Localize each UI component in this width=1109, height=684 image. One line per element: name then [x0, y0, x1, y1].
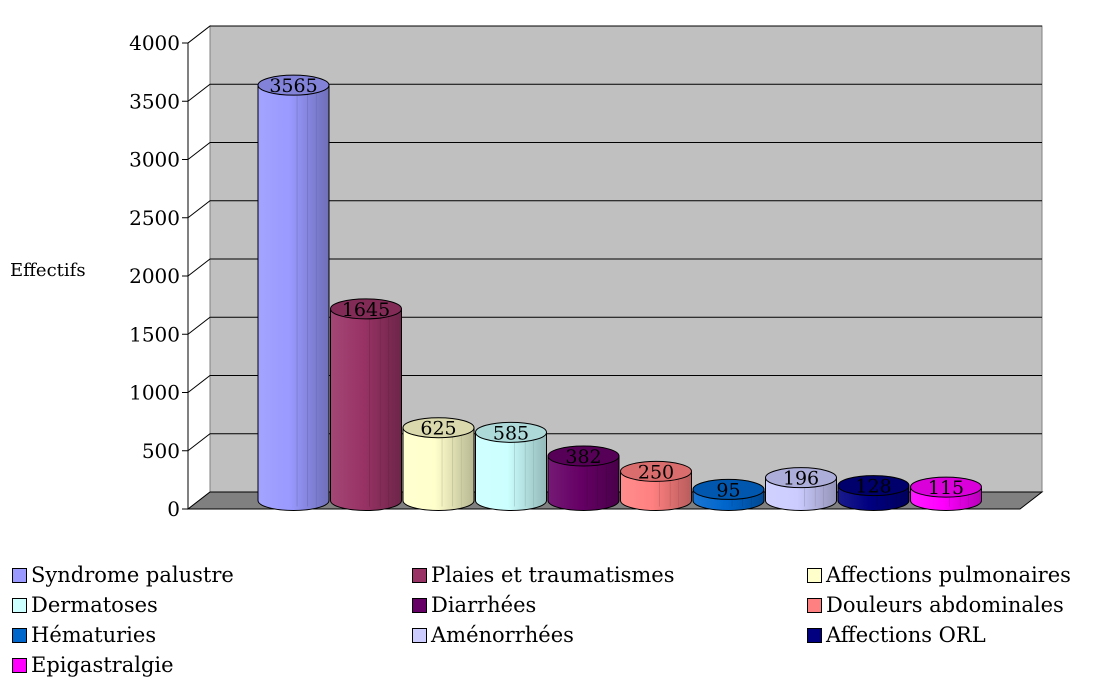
gridline: [187, 316, 1042, 335]
data-label: 585: [493, 422, 529, 444]
gridlines: [187, 25, 1042, 452]
bar-top: [837, 475, 910, 497]
bar: [910, 476, 982, 511]
legend-label: Affections ORL: [826, 623, 986, 647]
bar: [257, 74, 330, 511]
legend-item: Plaies et traumatismes: [412, 560, 675, 590]
bar-top: [257, 74, 330, 96]
bar-top: [402, 417, 475, 439]
y-tick-label: 3500: [129, 89, 180, 113]
legend-label: Syndrome palustre: [31, 563, 234, 587]
data-label: 196: [783, 468, 819, 490]
data-labels: 3565 1645 625 585 382 250 95 196 128 115: [269, 75, 964, 501]
bar-body: [475, 431, 547, 511]
data-label: 382: [565, 446, 601, 468]
gridline: [187, 83, 1042, 102]
bars: [257, 74, 982, 511]
bar: [402, 417, 475, 511]
bar: [330, 298, 402, 511]
gridline: [187, 25, 1042, 44]
bar: [475, 421, 547, 511]
bar: [765, 467, 837, 511]
legend-item: Dermatoses: [12, 590, 158, 620]
y-tick-label: 2000: [129, 264, 180, 288]
legend-label: Plaies et traumatismes: [431, 563, 675, 587]
legend-item: Hématuries: [12, 620, 156, 650]
legend-item: Aménorrhées: [412, 620, 574, 650]
legend-swatch: [12, 627, 27, 643]
legend-swatch: [807, 567, 822, 583]
bar: [620, 460, 692, 511]
legend-item: Syndrome palustre: [12, 560, 234, 590]
data-label: 250: [638, 461, 674, 483]
legend-swatch: [807, 597, 822, 613]
gridline: [187, 200, 1042, 219]
legend-label: Dermatoses: [31, 593, 158, 617]
data-label: 115: [928, 477, 964, 499]
legend-label: Douleurs abdominales: [826, 593, 1064, 617]
legend-swatch: [12, 567, 27, 583]
legend-item: Affections ORL: [807, 620, 986, 650]
legend-item: Epigastralgie: [12, 650, 174, 680]
legend-label: Hématuries: [31, 623, 157, 647]
legend-swatch: [412, 567, 427, 583]
gridline: [187, 433, 1042, 452]
y-tick-label: 1500: [129, 322, 180, 346]
legend-label: Epigastralgie: [31, 653, 174, 677]
legend-swatch: [12, 597, 27, 613]
y-axis-label: Effectifs: [10, 260, 86, 281]
legend-label: Aménorrhées: [431, 623, 574, 647]
gridline: [187, 258, 1042, 277]
bar-body: [330, 308, 402, 511]
legend-label: Diarrhées: [431, 593, 537, 617]
bar-top: [330, 298, 402, 320]
data-label: 625: [420, 418, 456, 440]
legend-item: Diarrhées: [412, 590, 536, 620]
bar-body: [620, 470, 692, 511]
gridline: [187, 375, 1042, 393]
bar-top: [620, 460, 692, 482]
legend-swatch: [12, 657, 27, 673]
y-tick-label: 2500: [129, 206, 180, 230]
y-tick-label: 0: [167, 497, 180, 521]
y-tick-label: 4000: [129, 31, 180, 55]
bar: [692, 478, 765, 511]
bar: [547, 445, 620, 511]
gridline: [187, 142, 1042, 160]
legend-swatch: [807, 627, 822, 643]
bar-top: [765, 467, 837, 489]
data-label: 1645: [342, 299, 390, 321]
bar-body: [402, 427, 475, 511]
y-tick-label: 500: [142, 439, 180, 463]
legend-swatch: [412, 597, 427, 613]
bar-top: [475, 421, 547, 443]
legend-item: Affections pulmonaires: [807, 560, 1071, 590]
bar: [837, 475, 910, 511]
bar-chart: 0 500 1000 1500 2000 2500 3000 3500 4000 3565 164…: [10, 24, 1044, 521]
bar-body: [547, 455, 620, 511]
y-tick-label: 1000: [129, 381, 180, 405]
data-label: 128: [855, 476, 891, 498]
bar-top: [547, 445, 620, 467]
data-label: 95: [716, 479, 740, 501]
legend-swatch: [412, 627, 427, 643]
bar-body: [257, 84, 330, 511]
data-label: 3565: [269, 75, 317, 97]
bar-top: [692, 478, 765, 500]
legend-label: Affections pulmonaires: [826, 563, 1071, 587]
y-axis: 0 500 1000 1500 2000 2500 3000 3500 4000: [129, 31, 189, 521]
legend-item: Douleurs abdominales: [807, 590, 1064, 620]
bar-top: [910, 476, 982, 498]
y-tick-label: 3000: [129, 148, 180, 172]
